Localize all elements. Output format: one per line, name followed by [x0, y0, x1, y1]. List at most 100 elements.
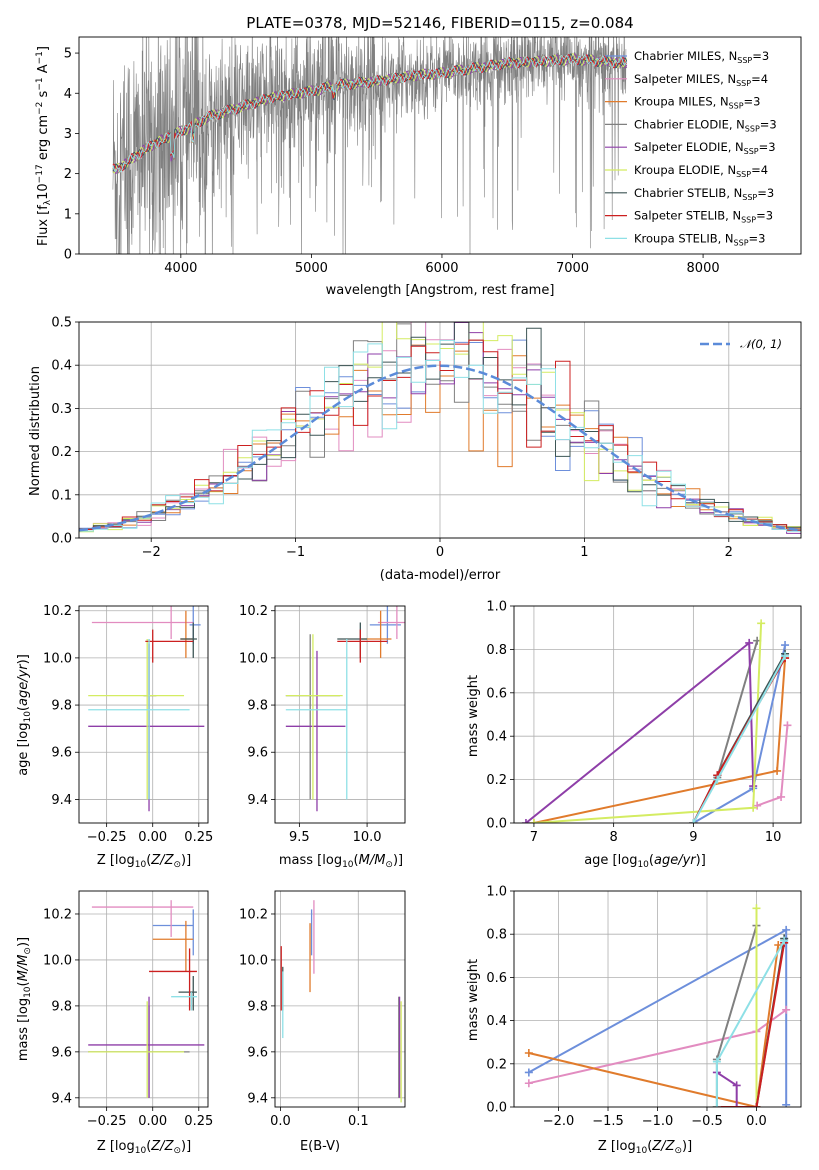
- spectrum-data-line: [112, 37, 627, 254]
- salpeter-elodie-marker: [745, 638, 754, 647]
- chabrier-miles-marker: [781, 641, 790, 650]
- legend-nssp: =3: [756, 209, 773, 223]
- spectrum-xtick-label: 7000: [556, 261, 589, 276]
- spectrum-ytick-label: 4: [64, 87, 72, 102]
- chabrier-miles-marker: [782, 925, 791, 934]
- kroupa-miles-marker: [773, 766, 782, 775]
- residuals-xtick-label: 0: [436, 545, 444, 560]
- kroupa-miles-marker: [524, 1049, 533, 1057]
- mass-vs-z-ytick-label: 10.2: [43, 907, 72, 922]
- mass-vs-ebv-ytick-label: 9.4: [247, 1091, 268, 1106]
- weight-vs-age-ytick-label: 0.6: [486, 686, 507, 701]
- residuals-ytick-label: 0.5: [51, 316, 72, 331]
- weight-vs-age-xtick-label: 9: [689, 830, 697, 845]
- salpeter-stelib-line: [716, 942, 786, 1107]
- age-vs-mass-ytick-label: 9.4: [247, 793, 268, 808]
- spectrum-ylabel: Flux [fλ10−17 erg cm−2 s−1 A−1]: [35, 46, 53, 246]
- mass-vs-z-xlabel: Z [log10(Z/Z⊙)]: [97, 1139, 191, 1156]
- normal-curve: [79, 364, 801, 532]
- age-vs-z-xlabel: Z [log10(Z/Z⊙)]: [97, 853, 191, 870]
- weight-vs-z-ytick-label: 0.2: [486, 1057, 507, 1072]
- spectrum-ytick-label: 3: [64, 127, 72, 142]
- chabrier-elodie-line: [715, 925, 758, 1107]
- age-vs-mass-ytick-label: 10.2: [239, 604, 268, 619]
- residuals-plot: (data-model)/error Normed distribution −…: [28, 316, 802, 583]
- legend-nssp: =3: [744, 95, 761, 109]
- mass-vs-z-xtick-label: 0.00: [138, 1114, 167, 1129]
- weight-vs-age-ytick-label: 0.2: [486, 773, 507, 788]
- weight-vs-age-xtick-label: 7: [530, 830, 538, 845]
- legend-subscript: SSP: [737, 56, 752, 65]
- weight-vs-z-ytick-label: 1.0: [486, 885, 507, 900]
- kroupa-elodie-marker: [749, 803, 758, 812]
- weight-vs-z-ytick-label: 0.8: [486, 928, 507, 943]
- normal-legend-label: 𝒩(0, 1): [740, 337, 782, 351]
- kroupa-stelib-marker: [712, 1103, 721, 1107]
- age-vs-z-xtick-label: 0.00: [138, 830, 167, 845]
- mass-vs-ebv-ytick-label: 9.8: [247, 999, 268, 1014]
- weight-vs-age-ytick-label: 1.0: [486, 600, 507, 615]
- salpeter-miles-marker: [783, 721, 792, 730]
- weight-vs-z-plot: Z [log10(Z/Z⊙)] mass weight −2.0 −1.5 −1.0…: [466, 885, 802, 1156]
- residual-hist-kroupa-stelib: [79, 339, 801, 532]
- weight-vs-z-series: [524, 904, 791, 1107]
- mass-vs-z-ytick-label: 10.0: [43, 953, 72, 968]
- residuals-ytick-label: 0.2: [51, 445, 72, 460]
- residuals-xtick-label: −1: [286, 545, 305, 560]
- spectrum-ytick-label: 2: [64, 167, 72, 182]
- weight-vs-age-xtick-label: 8: [610, 830, 618, 845]
- legend-subscript: SSP: [741, 216, 756, 225]
- salpeter-elodie-marker: [521, 819, 530, 823]
- salpeter-miles-marker: [782, 1005, 791, 1014]
- spectrum-frame: [78, 36, 802, 255]
- weight-vs-z-ytick-label: 0.0: [486, 1101, 507, 1116]
- kroupa-stelib-marker: [781, 651, 790, 660]
- legend-nssp: =3: [759, 140, 776, 154]
- weight-vs-z-xtick-label: −1.5: [592, 1114, 624, 1129]
- weight-vs-age-xtick-label: 10: [765, 830, 782, 845]
- age-vs-mass-points: [285, 606, 405, 812]
- age-vs-z-xtick-label: 0.25: [184, 830, 213, 845]
- spectrum-plot: wavelength [Angstrom, rest frame] Flux […: [35, 36, 802, 298]
- age-vs-z-ytick-label: 10.0: [43, 651, 72, 666]
- chabrier-miles-marker: [524, 1068, 533, 1077]
- kroupa-stelib-marker: [689, 819, 698, 823]
- legend-nssp: =3: [749, 231, 766, 245]
- mass-vs-z-frame: [78, 890, 209, 1108]
- mass-vs-ebv-points: [280, 900, 402, 1103]
- spectrum-model-salpeter-stelib: [112, 53, 628, 171]
- mass-vs-z-points: [88, 900, 205, 1098]
- kroupa-stelib-line: [692, 655, 786, 823]
- legend-label-salpeter-elodie: Salpeter ELODIE, NSSP=3: [634, 140, 776, 156]
- age-vs-mass-xtick-label: 10.0: [353, 830, 382, 845]
- salpeter-elodie-marker: [732, 1103, 741, 1107]
- spectrum-ytick-label: 0: [64, 248, 72, 263]
- spectrum-model-kroupa-stelib: [112, 54, 627, 173]
- salpeter-elodie-line: [525, 640, 755, 823]
- residuals-xlabel: (data-model)/error: [380, 568, 501, 583]
- mass-vs-ebv-ytick-label: 9.6: [247, 1045, 268, 1060]
- kroupa-stelib-marker: [713, 775, 722, 784]
- spectrum-xtick-label: 5000: [295, 261, 328, 276]
- legend-subscript: SSP: [734, 238, 749, 247]
- salpeter-miles-marker: [524, 1079, 533, 1088]
- weight-vs-z-frame: [513, 890, 802, 1108]
- weight-vs-age-xlabel: age [log10(age/yr)]: [584, 853, 706, 870]
- weight-vs-z-xlabel: Z [log10(Z/Z⊙)]: [598, 1139, 692, 1156]
- legend-label-kroupa-stelib: Kroupa STELIB, NSSP=3: [634, 231, 765, 247]
- age-vs-mass-xlabel: mass [log10(M/M⊙)]: [279, 853, 403, 870]
- legend-subscript: SSP: [744, 147, 759, 156]
- weight-vs-z-xtick-label: −0.5: [691, 1114, 723, 1129]
- age-vs-mass-frame: [274, 605, 406, 824]
- legend-nssp: =3: [757, 186, 774, 200]
- legend-label-salpeter-miles: Salpeter MILES, NSSP=4: [634, 72, 768, 88]
- residuals-ylabel: Normed distribution: [28, 366, 43, 496]
- spectrum-ytick-label: 1: [64, 207, 72, 222]
- residual-hist-salpeter-miles: [79, 322, 801, 531]
- figure-title: PLATE=0378, MJD=52146, FIBERID=0115, z=0…: [246, 14, 633, 32]
- weight-vs-z-ytick-label: 0.6: [486, 971, 507, 986]
- age-vs-z-ytick-label: 9.4: [51, 793, 72, 808]
- legend-subscript: SSP: [736, 79, 751, 88]
- weight-vs-age-frame: [513, 605, 802, 824]
- legend-nssp: =4: [751, 72, 768, 86]
